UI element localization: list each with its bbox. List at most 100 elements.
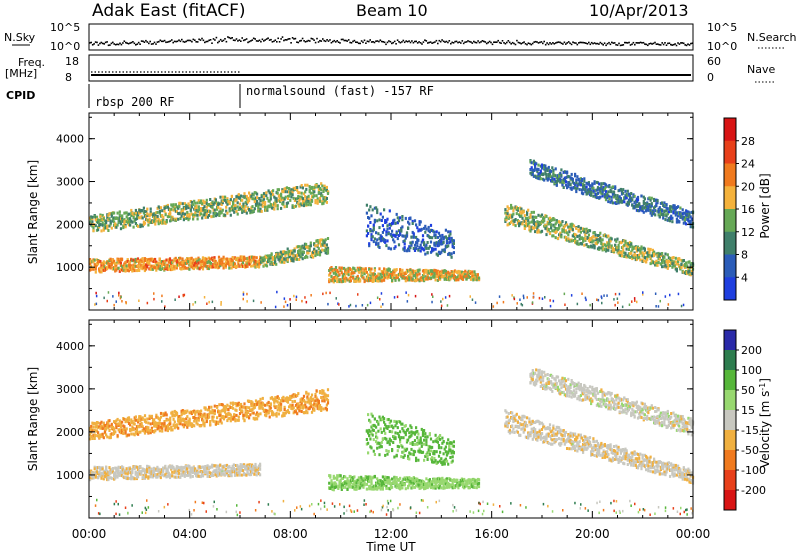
velocity-cell	[251, 471, 254, 475]
power-cell	[196, 217, 199, 221]
power-cell	[229, 262, 232, 266]
power-cell	[547, 217, 550, 221]
power-cell	[165, 258, 168, 262]
power-cell	[686, 272, 689, 276]
velocity-cell	[144, 472, 148, 476]
power-cell	[280, 260, 284, 264]
power-cell	[327, 302, 329, 306]
power-cell	[591, 184, 594, 188]
power-cell	[237, 193, 240, 197]
power-cell	[526, 216, 529, 220]
power-cell	[214, 200, 217, 204]
power-cell	[251, 210, 254, 214]
power-cell	[259, 209, 262, 213]
velocity-cell	[223, 464, 226, 468]
power-cell	[561, 183, 564, 187]
velocity-cell	[189, 473, 192, 477]
power-cell	[188, 203, 191, 207]
nsky-point	[470, 41, 472, 43]
power-cell	[248, 199, 251, 203]
velocity-cell	[167, 474, 170, 478]
power-cell	[603, 294, 605, 297]
power-cell	[682, 221, 685, 225]
power-cell	[435, 241, 438, 245]
power-cell	[562, 181, 565, 184]
power-cell	[437, 243, 441, 247]
power-cell	[539, 230, 542, 234]
power-cell	[221, 199, 224, 203]
nsky-point	[296, 41, 298, 43]
nsky-point	[116, 43, 118, 46]
power-cell	[602, 186, 605, 190]
nsky-point	[201, 37, 203, 40]
power-cell	[441, 234, 444, 238]
power-cell	[602, 247, 605, 251]
power-cell	[148, 214, 151, 218]
power-cell	[452, 246, 455, 250]
power-cell	[403, 246, 406, 250]
nsky-point	[209, 39, 212, 41]
power-cell	[237, 262, 240, 266]
nsky-point	[536, 41, 538, 43]
power-cell	[571, 180, 574, 184]
power-cell	[423, 269, 426, 272]
nsky-point	[485, 42, 488, 45]
power-cell	[555, 180, 558, 184]
power-cell	[447, 270, 450, 274]
power-cell	[404, 234, 407, 238]
velocity-cell	[255, 466, 258, 470]
power-cell	[233, 205, 236, 209]
nsky-point	[526, 43, 528, 46]
power-cell	[405, 231, 409, 235]
power-cell	[336, 280, 339, 284]
power-cell	[546, 169, 549, 172]
power-cell	[206, 261, 209, 265]
velocity-cell	[201, 470, 205, 474]
power-cell	[369, 229, 372, 233]
velocity-cell	[152, 466, 156, 470]
power-cell	[547, 172, 550, 176]
nsky-point	[583, 42, 586, 44]
power-cell	[308, 247, 311, 251]
nsky-point	[306, 40, 308, 43]
power-cell	[162, 215, 165, 219]
power-cell	[355, 279, 358, 283]
power-cell	[267, 258, 270, 262]
power-cell	[256, 262, 259, 266]
power-cell	[392, 219, 395, 223]
nsky-point	[481, 40, 484, 42]
power-cell	[610, 237, 613, 241]
power-cell	[161, 209, 164, 213]
power-cell	[628, 241, 632, 245]
power-cell	[602, 242, 605, 246]
power-cell	[308, 190, 311, 194]
nsky-point	[585, 42, 587, 44]
power-cell	[159, 268, 162, 271]
nsky-point	[350, 42, 353, 44]
power-cell	[192, 266, 195, 270]
power-cell	[329, 267, 332, 271]
velocity-heatmap	[89, 368, 695, 517]
power-cell	[633, 297, 636, 300]
power-cell	[266, 205, 269, 209]
power-cell	[564, 229, 568, 233]
power-cell	[563, 224, 566, 228]
power-cell	[109, 257, 112, 261]
nsky-point	[595, 42, 597, 45]
power-cell	[290, 249, 293, 253]
nsky-point	[542, 42, 544, 45]
power-cell	[415, 223, 418, 227]
velocity-cell	[148, 468, 151, 472]
power-cell	[240, 259, 243, 263]
power-cell	[138, 269, 141, 272]
power-cell	[418, 272, 421, 276]
power-cell	[183, 212, 187, 216]
velocity-cell	[123, 476, 126, 480]
power-cell	[425, 277, 428, 281]
power-cell	[298, 253, 301, 257]
nsky-point	[117, 43, 120, 46]
power-cell	[264, 263, 267, 267]
power-cell	[436, 253, 439, 257]
nsky-point	[214, 39, 216, 41]
power-cell	[288, 250, 292, 254]
